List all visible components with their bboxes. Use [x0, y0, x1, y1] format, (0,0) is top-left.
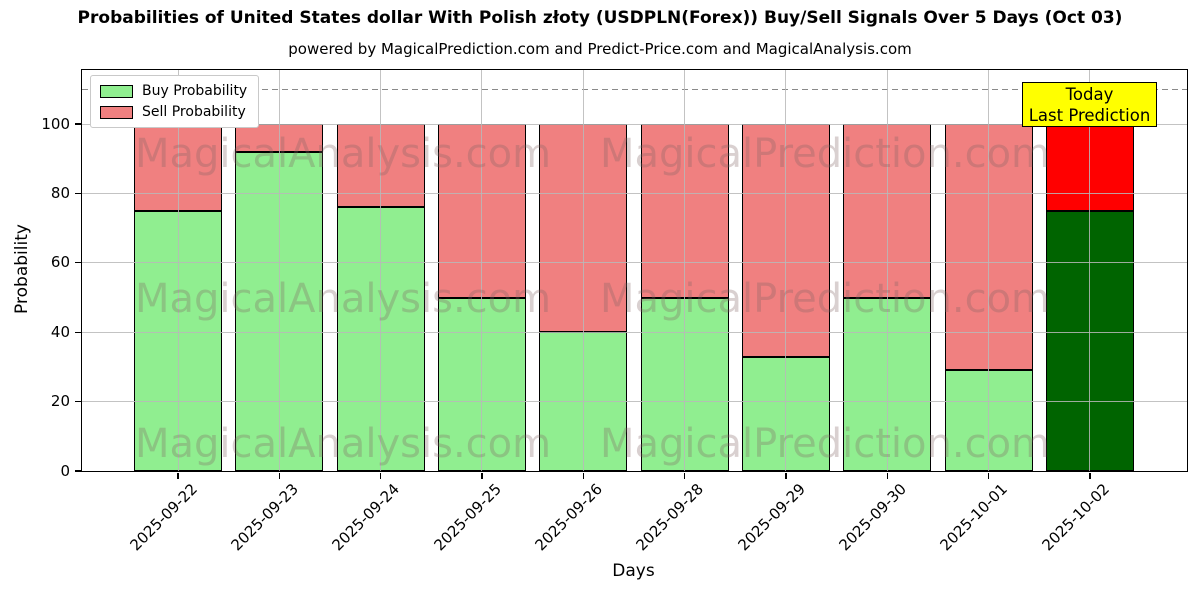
x-tick-mark — [177, 472, 179, 479]
x-tick-mark — [380, 472, 382, 479]
x-axis-label: Days — [612, 561, 655, 581]
plot-area: Buy Probability Sell Probability Today L… — [41, 69, 1188, 554]
y-tick-label: 0 — [60, 461, 70, 480]
legend-label-sell: Sell Probability — [142, 104, 246, 120]
today-last-prediction-box: Today Last Prediction — [1022, 82, 1157, 127]
gridline-h — [82, 331, 1187, 333]
x-tick-label: 2025-09-29 — [734, 480, 809, 555]
gridline-h — [82, 123, 1187, 125]
legend-item-buy: Buy Probability — [100, 83, 247, 99]
x-tick-label: 2025-10-02 — [1038, 480, 1113, 555]
gridline-h — [82, 192, 1187, 194]
x-tick-label: 2025-09-28 — [633, 480, 708, 555]
x-tick-mark — [582, 472, 584, 479]
y-tick-label: 80 — [50, 183, 70, 202]
gridline-v — [278, 70, 280, 471]
y-tick-mark — [75, 331, 81, 333]
page-subtitle: powered by MagicalPrediction.com and Pre… — [288, 40, 912, 58]
x-tick-label: 2025-09-22 — [126, 480, 201, 555]
gridline-v — [380, 70, 382, 471]
y-tick-mark — [75, 470, 81, 472]
x-tick-label: 2025-09-26 — [531, 480, 607, 555]
dashed-threshold-line — [82, 88, 1187, 91]
gridline-h — [82, 262, 1187, 264]
x-tick-mark — [988, 472, 990, 479]
gridline-v — [684, 70, 686, 471]
x-tick-mark — [481, 472, 483, 479]
page-title: Probabilities of United States dollar Wi… — [77, 8, 1123, 28]
x-tick-label: 2025-09-23 — [227, 480, 303, 555]
x-tick-label: 2025-09-30 — [835, 480, 911, 555]
gridline-v — [988, 70, 990, 471]
y-tick-mark — [75, 401, 81, 403]
y-tick-mark — [75, 262, 81, 264]
legend-item-sell: Sell Probability — [100, 104, 247, 120]
gridline-v — [481, 70, 483, 471]
gridline-v — [886, 70, 888, 471]
x-tick-mark — [684, 472, 686, 479]
gridline-v — [1089, 70, 1091, 471]
gridline-v — [582, 70, 584, 471]
x-tick-label: 2025-09-25 — [430, 480, 505, 555]
legend-swatch-sell — [100, 105, 133, 119]
y-tick-label: 20 — [50, 392, 70, 411]
y-tick-mark — [75, 192, 81, 195]
annotation-line-1: Today — [1065, 84, 1114, 104]
y-tick-label: 60 — [50, 253, 70, 272]
gridline-v — [785, 70, 787, 471]
x-tick-label: 2025-09-24 — [329, 480, 404, 555]
y-tick-label: 100 — [41, 114, 70, 133]
y-tick-label: 40 — [50, 322, 70, 341]
x-tick-mark — [278, 472, 280, 479]
gridline-v — [177, 70, 179, 471]
annotation-line-2: Last Prediction — [1028, 105, 1151, 125]
y-axis-label: Probability — [12, 224, 32, 314]
y-tick-mark — [75, 123, 81, 125]
legend: Buy Probability Sell Probability — [90, 75, 260, 128]
x-tick-mark — [1089, 472, 1091, 479]
x-tick-mark — [886, 472, 888, 479]
legend-label-buy: Buy Probability — [142, 83, 248, 99]
x-tick-label: 2025-10-01 — [937, 480, 1012, 555]
legend-swatch-buy — [100, 84, 133, 98]
gridline-h — [82, 401, 1187, 403]
x-tick-mark — [785, 472, 787, 479]
